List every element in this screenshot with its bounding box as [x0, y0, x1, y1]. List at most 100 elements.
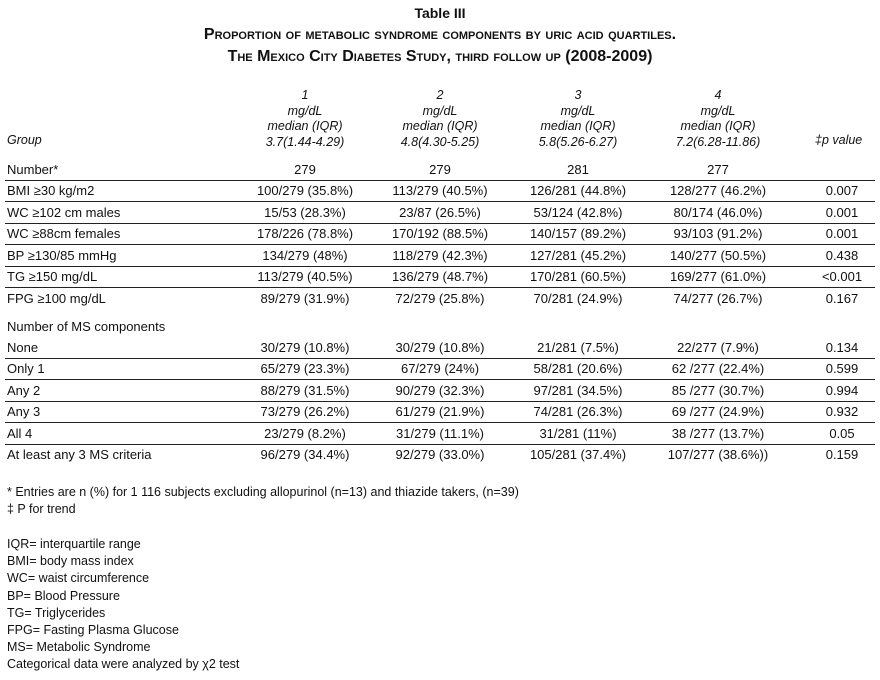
cell-p-value: 0.05: [829, 425, 855, 441]
table-row: Number of MS components: [5, 316, 875, 337]
table-subtitle: The Mexico City Diabetes Study, third fo…: [227, 48, 653, 65]
cell-quartile-1: 178/226 (78.8%): [256, 226, 354, 241]
row-label: WC ≥102 cm males: [7, 204, 121, 220]
quartile-header-unit: mg/dL: [287, 103, 323, 118]
abbreviation: FPG= Fasting Plasma Glucose: [7, 623, 179, 637]
p-value-header: ‡p value: [815, 133, 863, 147]
row-label: FPG ≥100 mg/dL: [7, 290, 106, 306]
quartile-header-unit: mg/dL: [700, 103, 736, 118]
cell-p-value: 0.994: [825, 382, 859, 398]
row-label: WC ≥88cm females: [7, 226, 121, 241]
cell-quartile-1: 23/279 (8.2%): [264, 425, 346, 441]
row-label: At least any 3 MS criteria: [7, 447, 152, 462]
cell-quartile-1: 134/279 (48%): [262, 247, 348, 263]
table-row: WC ≥102 cm males 15/53 (28.3%) 23/87 (26.5…: [5, 202, 875, 224]
table-row: BP ≥130/85 mmHg 134/279 (48%) 118/279 (42.…: [5, 245, 875, 267]
quartile-header: 1 mg/dL median (IQR) 3.7(1.44-4.29): [235, 88, 375, 150]
cell-quartile-2: 170/192 (88.5%): [391, 226, 489, 241]
cell-quartile-3: 74/281 (26.3%): [533, 404, 623, 420]
group-label: Group: [7, 133, 42, 147]
cell-quartile-1: 30/279 (10.8%): [260, 340, 350, 355]
cell-quartile-4: 80/174 (46.0%): [673, 204, 763, 220]
cell-quartile-2: 92/279 (33.0%): [395, 447, 485, 462]
cell-quartile-1: 89/279 (31.9%): [260, 290, 350, 306]
cell-quartile-3: 58/281 (20.6%): [533, 361, 623, 377]
cell-p-value: 0.159: [825, 447, 859, 462]
cell-quartile-2: 118/279 (42.3%): [392, 247, 488, 263]
cell-p-value: 0.001: [825, 204, 859, 220]
cell-quartile-2: 113/279 (40.5%): [392, 183, 488, 198]
table-row: FPG ≥100 mg/dL 89/279 (31.9%) 72/279 (25.8…: [5, 288, 875, 309]
row-label: Number of MS components: [7, 319, 166, 334]
quartile-header-unit: mg/dL: [560, 103, 596, 118]
quartile-header: 3 mg/dL median (IQR) 5.8(5.26-6.27): [508, 88, 648, 150]
cell-quartile-4: 128/277 (46.2%): [669, 183, 767, 198]
row-label: Only 1: [7, 361, 45, 377]
cell-quartile-4: 69 /277 (24.9%): [671, 404, 765, 420]
cell-quartile-2: 72/279 (25.8%): [395, 290, 485, 306]
cell-quartile-2: 31/279 (11.1%): [396, 425, 484, 441]
quartile-header: 4 mg/dL median (IQR) 7.2(6.28-11.86): [648, 88, 788, 150]
quartile-header-stat: median (IQR): [267, 119, 343, 133]
cell-quartile-1: 73/279 (26.2%): [260, 404, 350, 420]
row-label: All 4: [7, 425, 33, 441]
abbreviation: TG= Triglycerides: [7, 605, 106, 620]
cell-quartile-3: 21/281 (7.5%): [537, 340, 619, 355]
row-label: None: [7, 340, 39, 355]
row-label: Number*: [7, 162, 59, 177]
cell-quartile-2: 30/279 (10.8%): [395, 340, 485, 355]
cell-quartile-4: 38 /277 (13.7%): [671, 425, 765, 441]
table-row: BMI ≥30 kg/m2 100/279 (35.8%) 113/279 (40.…: [5, 180, 875, 202]
row-label: Any 2: [7, 382, 41, 398]
abbreviation: IQR= interquartile range: [7, 537, 141, 551]
footnote: ‡ P for trend: [7, 502, 76, 516]
table-number: Table III: [414, 5, 466, 21]
cell-quartile-1: 65/279 (23.3%): [260, 361, 350, 377]
cell-quartile-1: 88/279 (31.5%): [260, 382, 350, 398]
abbreviation: WC= waist circumference: [7, 571, 150, 586]
cell-quartile-1: 279: [294, 162, 316, 177]
cell-quartile-3: 127/281 (45.2%): [529, 247, 627, 263]
abbreviation: Categorical data were analyzed by χ2 tes…: [7, 657, 240, 672]
cell-quartile-1: 100/279 (35.8%): [256, 183, 354, 198]
cell-quartile-2: 90/279 (32.3%): [395, 382, 485, 398]
table-row: WC ≥88cm females 178/226 (78.8%) 170/192 (…: [5, 223, 875, 245]
cell-quartile-3: 105/281 (37.4%): [529, 447, 627, 462]
cell-quartile-4: 140/277 (50.5%): [669, 247, 767, 263]
abbreviation: BP= Blood Pressure: [7, 588, 120, 603]
cell-quartile-3: 31/281 (11%): [539, 425, 617, 441]
cell-quartile-2: 279: [429, 162, 451, 177]
cell-quartile-4: 107/277 (38.6%)): [667, 447, 769, 462]
quartile-header-value: 5.8(5.26-6.27): [538, 134, 618, 149]
cell-quartile-4: 74/277 (26.7%): [673, 290, 763, 306]
quartile-header-num: 4: [714, 88, 722, 102]
table-row: All 4 23/279 (8.2%) 31/279 (11.1%) 31/281 (…: [5, 423, 875, 445]
cell-quartile-2: 136/279 (48.7%): [391, 269, 489, 284]
quartile-header-value: 7.2(6.28-11.86): [675, 134, 761, 149]
table-row: Number* 279 279 281 277: [5, 159, 875, 181]
cell-p-value: 0.438: [825, 247, 859, 263]
row-label: BP ≥130/85 mmHg: [7, 247, 117, 263]
table-row: Any 3 73/279 (26.2%) 61/279 (21.9%) 74/281 …: [5, 401, 875, 424]
cell-quartile-1: 96/279 (34.4%): [260, 447, 350, 462]
abbreviation: BMI= body mass index: [7, 554, 134, 569]
cell-p-value: 0.167: [825, 290, 859, 306]
table-row: Only 1 65/279 (23.3%) 67/279 (24%) 58/281 (…: [5, 358, 875, 381]
row-label: Any 3: [7, 404, 41, 420]
quartile-header-num: 2: [436, 88, 444, 102]
cell-quartile-3: 53/124 (42.8%): [533, 204, 623, 220]
row-label: TG ≥150 mg/dL: [7, 269, 98, 284]
cell-quartile-4: 277: [707, 162, 729, 177]
cell-p-value: <0.001: [821, 269, 863, 284]
cell-quartile-1: 113/279 (40.5%): [257, 269, 353, 284]
table-row: None 30/279 (10.8%) 30/279 (10.8%) 21/281 (…: [5, 337, 875, 359]
quartile-header-stat: median (IQR): [680, 119, 756, 133]
table-row: TG ≥150 mg/dL 113/279 (40.5%) 136/279 (48.…: [5, 266, 875, 288]
quartile-header: 2 mg/dL median (IQR) 4.8(4.30-5.25): [370, 88, 510, 150]
cell-quartile-4: 93/103 (91.2%): [673, 226, 763, 241]
quartile-header-value: 4.8(4.30-5.25): [400, 134, 480, 149]
cell-quartile-3: 97/281 (34.5%): [533, 382, 623, 398]
row-label: BMI ≥30 kg/m2: [7, 183, 95, 198]
cell-quartile-3: 70/281 (24.9%): [533, 290, 623, 306]
